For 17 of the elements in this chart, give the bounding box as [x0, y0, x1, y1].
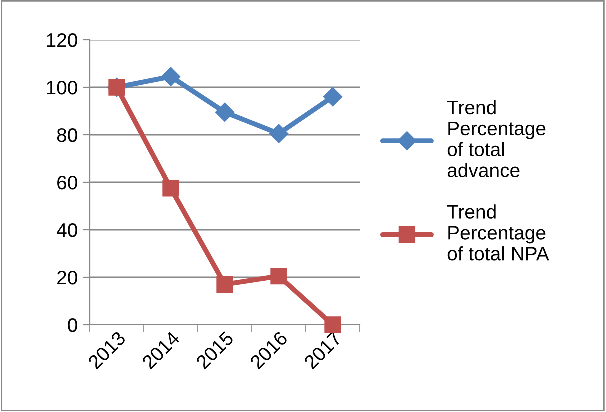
point [161, 67, 181, 86]
y-tick-label: 100 [47, 80, 78, 95]
y-tick-label: 120 [47, 33, 78, 48]
y-tick-label: 60 [58, 176, 78, 190]
point [216, 276, 234, 293]
legend-label: Trend Percentage of total NPA [448, 204, 550, 261]
y-tick-label: 40 [57, 223, 78, 238]
y-tick-label: 0 [68, 318, 78, 332]
point [215, 102, 235, 122]
y-tick-label: 20 [58, 270, 78, 285]
point [270, 268, 288, 285]
y-tick-label: 80 [57, 128, 78, 142]
point [269, 124, 289, 144]
point [324, 316, 342, 334]
legend-label: Trend Percentage of total advance [448, 100, 546, 178]
point [323, 87, 343, 107]
point [162, 180, 180, 197]
